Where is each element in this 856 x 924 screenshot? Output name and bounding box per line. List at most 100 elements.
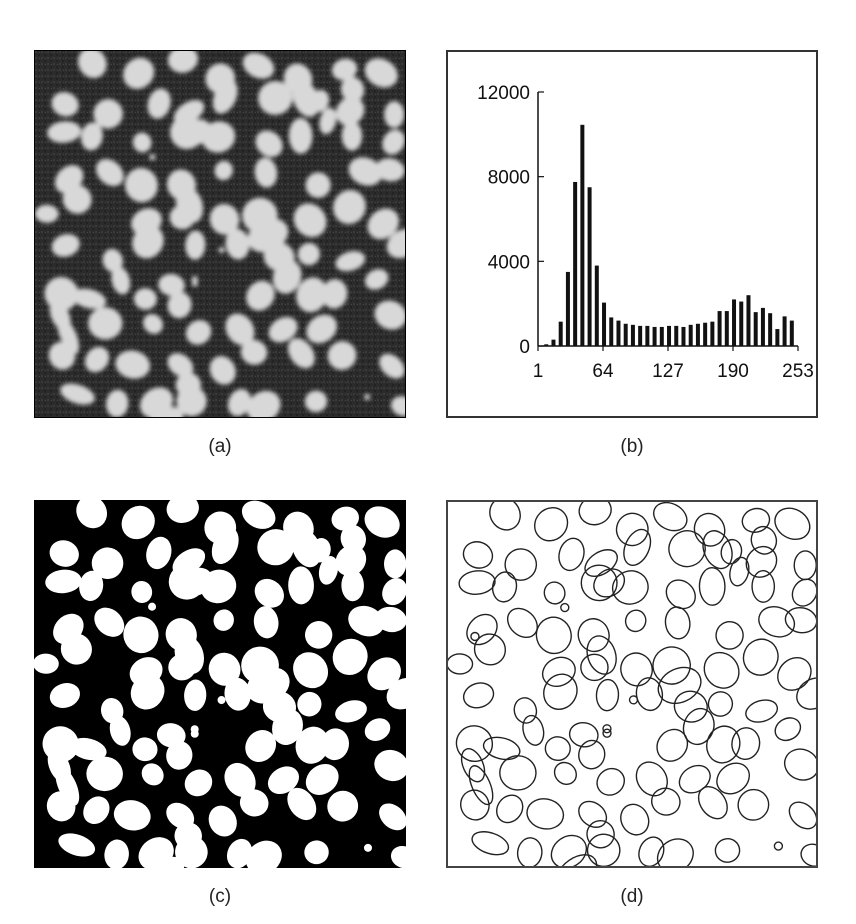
grain-mask <box>208 805 237 837</box>
grain <box>176 386 207 417</box>
grain-mask <box>148 602 157 611</box>
histogram-bar <box>623 323 628 346</box>
histogram-bar <box>580 124 585 346</box>
grain-outline <box>482 736 521 761</box>
grain <box>124 167 158 203</box>
grain <box>321 279 348 309</box>
grain-outline <box>471 831 510 856</box>
grain-outline <box>543 673 578 710</box>
grain-outline <box>628 695 639 705</box>
histogram-bar <box>565 271 570 346</box>
grain-outline <box>578 800 608 828</box>
grain-outline <box>580 653 609 682</box>
grain-mask <box>211 527 239 564</box>
grain-mask <box>379 803 406 831</box>
grain-mask <box>364 506 400 538</box>
grain-mask <box>79 570 104 601</box>
histogram-bar <box>681 326 686 346</box>
grain-outline <box>455 725 494 763</box>
grain <box>305 172 331 198</box>
grain <box>242 52 275 79</box>
grain-mask <box>58 833 96 857</box>
grain <box>374 300 405 330</box>
grain <box>391 396 405 417</box>
histogram-bar <box>732 299 737 346</box>
grain-mask <box>146 536 172 570</box>
grain-outline <box>586 833 621 866</box>
histogram-bar <box>695 323 700 346</box>
histogram-bar <box>775 329 780 346</box>
grain <box>123 57 155 89</box>
grain <box>272 259 302 294</box>
grain-outline <box>715 621 744 650</box>
grain-outline <box>624 609 647 633</box>
histogram-bar <box>609 317 614 346</box>
grain-mask <box>190 725 199 734</box>
histogram-bar <box>638 325 643 346</box>
grain <box>364 393 371 400</box>
grain-mask <box>49 540 79 567</box>
grain-outline <box>516 837 543 866</box>
grain <box>191 275 198 282</box>
grain-outline <box>535 616 572 655</box>
grain <box>167 291 192 319</box>
grain <box>115 350 151 379</box>
histogram-bar <box>710 321 715 346</box>
grain-mask <box>123 616 159 654</box>
grain-outline <box>793 550 816 581</box>
caption-b: (b) <box>620 436 644 457</box>
grain-mask <box>76 500 108 529</box>
x-tick-label: 1 <box>533 361 544 382</box>
grain <box>340 76 365 103</box>
grain-outline <box>468 765 494 806</box>
grain <box>78 51 107 79</box>
grain-outline <box>466 613 498 646</box>
grain <box>145 406 184 417</box>
grain-outline <box>783 748 816 781</box>
grain <box>80 122 103 151</box>
grain-outline <box>665 579 696 610</box>
grain-outline <box>656 838 694 866</box>
grain <box>143 313 163 334</box>
grain <box>185 320 212 345</box>
histogram-bar <box>688 324 693 346</box>
histogram-bar <box>659 326 664 346</box>
grain-mask <box>168 653 196 681</box>
grain-outline <box>773 841 784 851</box>
caption-c: (c) <box>208 886 232 907</box>
grain <box>71 288 107 309</box>
grain-mask <box>45 569 82 594</box>
grain-outline <box>499 755 537 791</box>
grain-outline <box>673 690 708 723</box>
grain-outline <box>707 691 734 717</box>
grain-mask <box>295 726 330 764</box>
grain-outline <box>791 578 816 607</box>
grain-outline <box>693 512 726 547</box>
grain <box>240 339 268 365</box>
histogram-bar <box>551 339 556 346</box>
grain-mask <box>367 657 401 691</box>
grain-mask <box>55 766 80 806</box>
grain-mask <box>224 677 251 711</box>
grain <box>62 184 92 214</box>
grain <box>88 307 123 340</box>
grain-mask <box>166 741 193 770</box>
histogram-bar <box>652 326 657 346</box>
grain-outline <box>584 549 618 578</box>
grain-outline <box>741 507 771 533</box>
grain-mask <box>253 606 279 639</box>
grain-mask <box>91 547 124 580</box>
grain-mask <box>321 728 350 761</box>
grain <box>185 230 206 260</box>
grain <box>102 248 123 273</box>
grain-mask <box>83 796 110 825</box>
histogram-bar <box>667 325 672 346</box>
histogram-bar <box>782 316 787 346</box>
grain-mask <box>386 677 406 710</box>
grain-outline <box>664 606 691 640</box>
histogram-bar <box>616 320 621 346</box>
grain-outline <box>553 761 577 786</box>
y-tick-label: 8000 <box>488 168 530 189</box>
grain-mask <box>304 840 329 865</box>
grain-mask <box>239 789 269 817</box>
